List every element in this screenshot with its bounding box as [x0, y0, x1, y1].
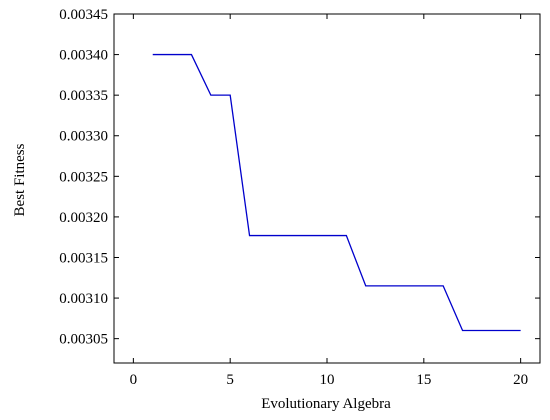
y-tick-label: 0.00310	[59, 291, 108, 307]
series-line	[152, 53, 521, 332]
axes: 0 5 10 15 20 0.00305 0.00310 0.00315 0.00320 0.00…	[59, 7, 541, 388]
x-tick-label: 5	[226, 372, 234, 388]
y-tick-label: 0.00345	[59, 7, 108, 23]
series-layer	[152, 53, 521, 332]
y-tick-label: 0.00325	[59, 169, 108, 185]
x-tick-label: 20	[513, 372, 528, 388]
plot-frame	[113, 13, 541, 364]
y-tick-label: 0.00320	[59, 210, 108, 226]
x-tick-label: 0	[130, 372, 138, 388]
y-tick-label: 0.00305	[59, 332, 108, 348]
y-tick-label: 0.00315	[59, 250, 108, 266]
x-tick-label: 10	[320, 372, 335, 388]
y-axis-label: Best Fitness	[12, 143, 28, 216]
y-tick-label: 0.00335	[59, 88, 108, 104]
y-tick-label: 0.00340	[59, 48, 108, 64]
x-axis-label: Evolutionary Algebra	[261, 396, 391, 412]
x-tick-label: 15	[416, 372, 431, 388]
y-tick-label: 0.00330	[59, 129, 108, 145]
